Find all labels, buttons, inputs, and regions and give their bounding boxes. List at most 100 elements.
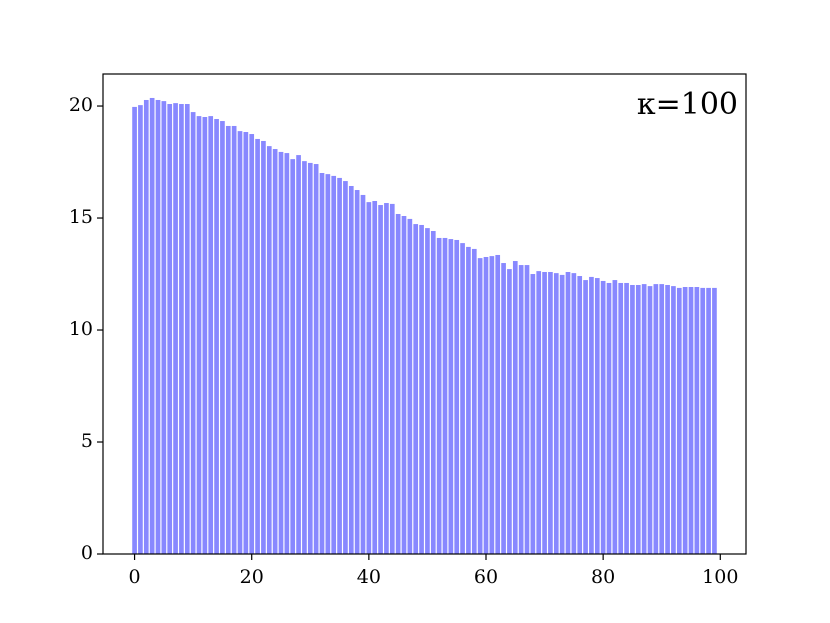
bar bbox=[167, 104, 173, 554]
bar bbox=[460, 243, 465, 555]
bar bbox=[395, 213, 401, 554]
bar bbox=[471, 248, 477, 554]
bar bbox=[671, 286, 676, 554]
bar bbox=[302, 161, 307, 554]
bar bbox=[407, 218, 413, 554]
bar bbox=[313, 164, 319, 554]
bar bbox=[712, 287, 717, 554]
bar bbox=[337, 177, 342, 554]
bar bbox=[343, 181, 348, 554]
bar bbox=[325, 174, 331, 554]
x-tick-label: 0 bbox=[129, 566, 141, 588]
bar bbox=[641, 284, 647, 554]
bar bbox=[594, 278, 600, 554]
bar bbox=[143, 99, 149, 554]
bar bbox=[653, 284, 659, 554]
bar bbox=[413, 224, 419, 554]
bar bbox=[290, 159, 296, 554]
bar bbox=[577, 276, 583, 554]
bar bbox=[430, 231, 436, 554]
bar bbox=[659, 284, 665, 554]
bar bbox=[536, 271, 542, 554]
x-tick-label: 100 bbox=[702, 566, 738, 588]
bar bbox=[266, 146, 272, 555]
bar bbox=[565, 272, 571, 554]
bar bbox=[583, 280, 588, 554]
annotation: κ=100 bbox=[637, 87, 738, 122]
y-tick-label: 5 bbox=[81, 430, 93, 452]
bar bbox=[296, 155, 301, 555]
bar bbox=[448, 239, 454, 554]
bar bbox=[384, 203, 389, 555]
bar bbox=[208, 116, 214, 554]
bar bbox=[530, 274, 536, 554]
bar bbox=[512, 261, 518, 554]
bar bbox=[518, 265, 524, 554]
bar bbox=[225, 125, 231, 554]
x-tick-label: 80 bbox=[591, 566, 615, 588]
bar bbox=[442, 237, 448, 554]
bar bbox=[553, 273, 559, 554]
bar bbox=[179, 104, 184, 554]
x-tick-label: 60 bbox=[474, 566, 498, 588]
bar bbox=[155, 99, 161, 554]
bar bbox=[278, 151, 284, 554]
bar bbox=[501, 263, 506, 554]
bar bbox=[489, 256, 495, 554]
y-tick-label: 15 bbox=[69, 206, 93, 228]
bar bbox=[647, 286, 653, 554]
y-tick-label: 20 bbox=[69, 94, 93, 116]
bar bbox=[624, 282, 629, 554]
bar bbox=[694, 287, 700, 554]
bar bbox=[307, 162, 313, 555]
bar bbox=[454, 239, 460, 554]
y-tick-label: 0 bbox=[81, 542, 93, 564]
bar bbox=[231, 125, 237, 554]
bar bbox=[354, 190, 360, 554]
bar bbox=[665, 284, 670, 554]
bar bbox=[190, 112, 196, 555]
bar bbox=[676, 287, 682, 554]
bar bbox=[571, 273, 577, 554]
bar bbox=[184, 104, 190, 554]
bar bbox=[635, 284, 641, 554]
bar bbox=[389, 203, 395, 554]
bar bbox=[378, 205, 383, 555]
bar bbox=[495, 254, 501, 555]
bar bbox=[606, 282, 612, 554]
bar bbox=[548, 272, 553, 554]
bar bbox=[132, 106, 137, 554]
bar bbox=[559, 274, 565, 554]
x-tick-label: 20 bbox=[240, 566, 264, 588]
bar bbox=[682, 287, 688, 554]
bar bbox=[542, 272, 547, 554]
bar bbox=[249, 134, 255, 554]
bar bbox=[173, 103, 178, 555]
y-tick-label: 10 bbox=[69, 318, 93, 340]
bar bbox=[348, 185, 354, 554]
bar bbox=[284, 153, 290, 555]
bar bbox=[630, 284, 635, 554]
bar bbox=[220, 121, 225, 554]
bar bbox=[612, 280, 618, 554]
bar bbox=[214, 119, 219, 554]
bar bbox=[261, 140, 266, 554]
bar bbox=[419, 224, 424, 554]
bar bbox=[466, 246, 471, 554]
bar bbox=[331, 175, 337, 554]
bar bbox=[600, 280, 606, 554]
bar bbox=[618, 282, 624, 554]
bar bbox=[700, 287, 706, 554]
bar bbox=[319, 173, 325, 554]
bar bbox=[507, 269, 512, 554]
bar bbox=[360, 194, 366, 554]
bar bbox=[589, 276, 594, 554]
bar bbox=[372, 200, 378, 555]
bar bbox=[401, 216, 407, 554]
bar bbox=[202, 117, 208, 555]
bar bbox=[243, 132, 249, 554]
bar bbox=[483, 256, 489, 554]
bar bbox=[688, 287, 694, 554]
bar bbox=[272, 149, 278, 554]
